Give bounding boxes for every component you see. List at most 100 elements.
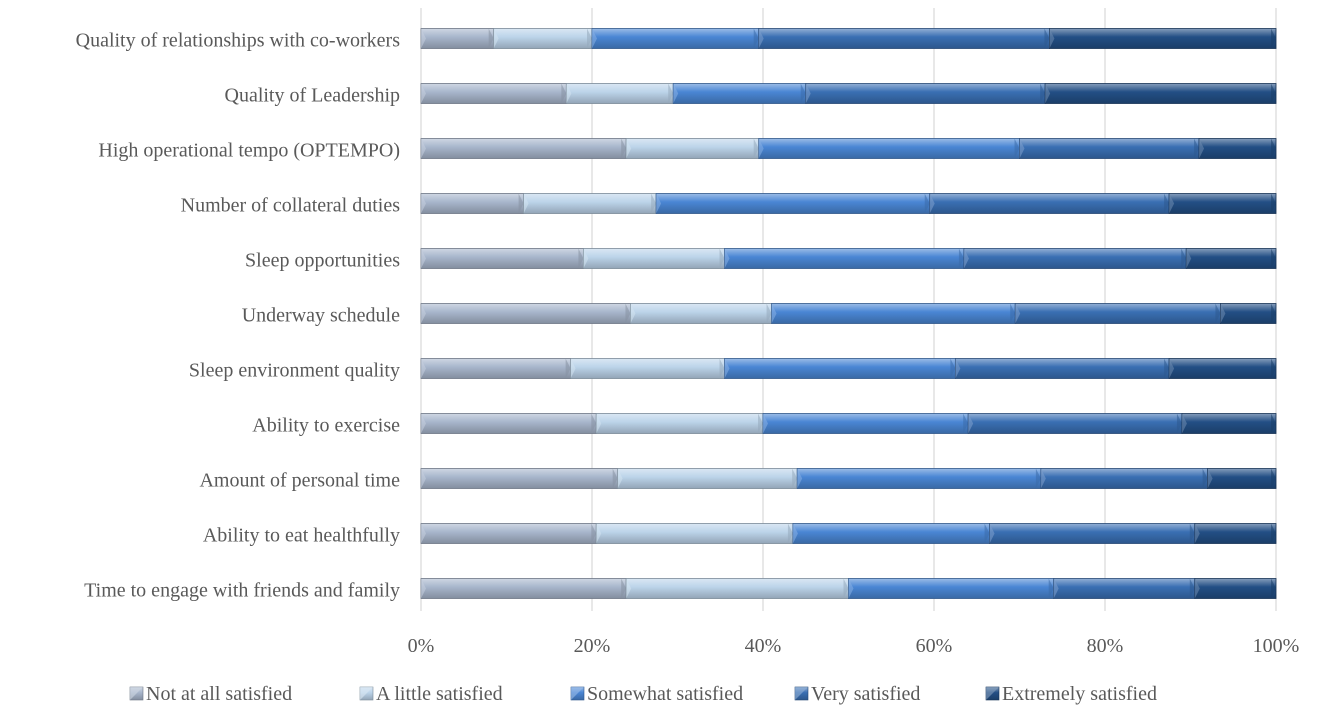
legend-swatch-bevel <box>130 687 143 700</box>
bar-bevel <box>792 523 798 544</box>
bar-bevel <box>561 83 567 104</box>
bar-bevel <box>617 468 623 489</box>
bar-segment <box>805 83 1046 104</box>
legend-item: A little satisfied <box>359 683 503 705</box>
bar-segment <box>963 248 1187 269</box>
bar-bevel <box>1220 303 1226 324</box>
category-label: Amount of personal time <box>199 470 400 492</box>
bar-segment <box>1168 358 1277 379</box>
category-labels: Quality of relationships with co-workers… <box>76 30 401 602</box>
bar-bevel <box>724 248 730 269</box>
bar-segment <box>625 138 760 159</box>
bar-bevel <box>591 523 597 544</box>
bar-bevel <box>1199 138 1205 159</box>
bar-bevel <box>596 413 602 434</box>
bar-bevel <box>963 248 969 269</box>
legend-item: Extremely satisfied <box>985 683 1157 705</box>
bar-segment <box>1185 248 1277 269</box>
bar-bevel <box>800 83 806 104</box>
bar-bevel <box>1015 303 1021 324</box>
category-label: Sleep environment quality <box>189 360 400 382</box>
bar-bevel <box>758 28 764 49</box>
bar-bevel <box>989 523 995 544</box>
bar-bevel <box>656 193 662 214</box>
category-label: High operational tempo (OPTEMPO) <box>98 140 400 162</box>
bar-bevel <box>626 138 632 159</box>
bar-bevel <box>1014 138 1020 159</box>
bar-segment <box>672 83 807 104</box>
bar-bevel <box>1169 193 1175 214</box>
bar-bevel <box>843 578 849 599</box>
bar-segment <box>570 358 725 379</box>
bar-bevel <box>719 248 725 269</box>
bar-segment <box>420 578 627 599</box>
bar-bevel <box>1194 523 1200 544</box>
bar-segment <box>758 138 1020 159</box>
bar-bevel <box>578 248 584 269</box>
bar-segment <box>954 358 1170 379</box>
bar-bevel <box>421 523 426 544</box>
bar-bevel <box>724 358 730 379</box>
bar-segment <box>1181 413 1277 434</box>
bar-bevel <box>753 28 759 49</box>
bar-bevel <box>651 193 657 214</box>
bar-bevel <box>1181 413 1187 434</box>
bar-bevel <box>1053 578 1059 599</box>
bar-segment <box>1040 468 1209 489</box>
legend-label: Not at all satisfied <box>146 683 292 705</box>
legend-swatch-bevel <box>571 687 584 700</box>
bar-bevel <box>758 413 763 434</box>
bar-bevel <box>421 303 426 324</box>
bar-bevel <box>924 193 930 214</box>
bar-bevel <box>421 578 426 599</box>
bar-bevel <box>493 28 499 49</box>
bar-bevel <box>1271 138 1276 159</box>
bar-bevel <box>621 138 627 159</box>
legend-swatch-bevel <box>986 687 999 700</box>
legend-swatch-bevel <box>795 687 808 700</box>
bar-bevel <box>592 28 597 49</box>
bar-segment <box>724 358 956 379</box>
legend-label: Somewhat satisfied <box>587 683 743 705</box>
bar-bevel <box>1189 523 1195 544</box>
bar-bevel <box>1048 578 1054 599</box>
bar-segment <box>1207 468 1277 489</box>
bar-segment <box>1168 193 1277 214</box>
bar-segment <box>565 83 674 104</box>
bar-segment <box>1220 303 1277 324</box>
bar-bevel <box>570 358 576 379</box>
bar-bevel <box>1271 413 1276 434</box>
bar-bevel <box>421 413 426 434</box>
bar-segment <box>1053 578 1196 599</box>
x-tick-label: 40% <box>745 635 782 657</box>
x-tick-label: 100% <box>1253 635 1300 657</box>
bar-bevel <box>625 303 631 324</box>
bar-segment <box>420 28 495 49</box>
x-tick-label: 0% <box>408 635 435 657</box>
x-tick-label: 20% <box>574 635 611 657</box>
bar-segment <box>420 138 627 159</box>
bar-segment <box>762 413 969 434</box>
category-label: Number of collateral duties <box>181 195 401 217</box>
bar-bevel <box>771 303 777 324</box>
bar-bevel <box>421 468 426 489</box>
bar-bevel <box>1181 248 1187 269</box>
bar-bevel <box>421 83 426 104</box>
bar-segment <box>989 523 1196 544</box>
x-tick-label: 60% <box>916 635 953 657</box>
bar-segment <box>724 248 965 269</box>
bar-bevel <box>929 193 935 214</box>
bar-bevel <box>630 303 636 324</box>
bar-segment <box>420 303 631 324</box>
bar-bevel <box>1044 28 1050 49</box>
bar-segment <box>1049 28 1277 49</box>
bar-bevel <box>421 28 426 49</box>
bar-bevel <box>1035 468 1041 489</box>
category-label: Ability to eat healthfully <box>203 525 400 547</box>
bar-bevel <box>1186 248 1192 269</box>
bar-bevel <box>1271 523 1276 544</box>
bar-bevel <box>963 413 969 434</box>
bar-bevel <box>797 468 803 489</box>
bar-bevel <box>523 193 529 214</box>
